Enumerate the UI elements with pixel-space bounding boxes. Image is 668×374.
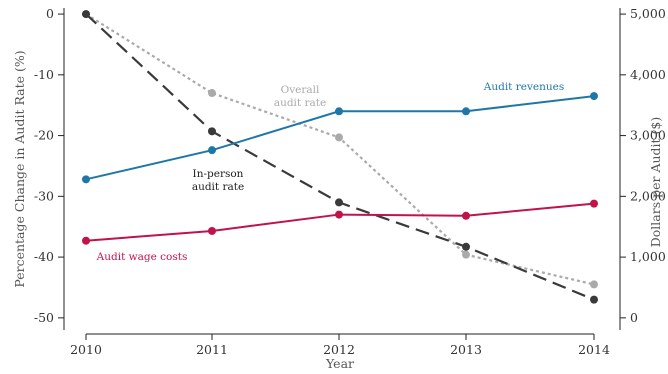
x-tick-label: 2012	[323, 342, 355, 357]
data-point-in-person-audit-rate	[335, 198, 343, 207]
series-line-overall-audit-rate	[85, 13, 595, 286]
data-point-in-person-audit-rate	[590, 295, 598, 304]
left-y-tick-label: 0	[46, 6, 54, 21]
data-point-in-person-audit-rate	[462, 242, 470, 251]
data-point-overall-audit-rate	[462, 250, 470, 259]
x-tick-label: 2010	[70, 342, 102, 357]
data-point-audit-revenues	[208, 146, 216, 155]
right-y-tick-label: 2,000	[630, 188, 666, 203]
data-point-overall-audit-rate	[590, 280, 598, 289]
data-point-audit-wage-costs	[462, 211, 470, 220]
data-point-audit-revenues	[82, 175, 90, 184]
annotation-overall-audit-rate: Overall audit rate	[274, 84, 326, 109]
axes: 0 -10 -20 -30 -40 -50 0 1,000 2,000 3,000 4,000 5,0…	[12, 6, 666, 371]
left-y-tick-label: -10	[34, 67, 54, 82]
left-y-tick-label: -50	[34, 310, 54, 325]
x-axis-title: Year	[325, 356, 354, 371]
annotation-audit-revenues: Audit revenues	[483, 81, 565, 93]
right-y-tick-label: 4,000	[630, 67, 666, 82]
annotation-in-person-audit-rate: In-person audit rate	[192, 168, 244, 193]
data-point-audit-revenues	[590, 92, 598, 101]
right-y-axis-title: Dollars per Audit ($)	[648, 117, 663, 248]
data-point-overall-audit-rate	[208, 89, 216, 98]
data-point-audit-revenues	[335, 107, 343, 116]
left-y-tick-label: -30	[34, 188, 54, 203]
series-line-audit-wage-costs	[85, 202, 595, 242]
data-point-in-person-audit-rate	[208, 127, 216, 136]
series-lines	[82, 10, 598, 304]
left-y-tick-label: -20	[34, 128, 54, 143]
right-y-tick-label: 3,000	[630, 128, 666, 143]
data-point-audit-wage-costs	[590, 199, 598, 208]
left-y-axis-title: Percentage Change in Audit Rate (%)	[12, 50, 27, 287]
right-y-tick-label: 5,000	[630, 6, 666, 21]
left-y-tick-label: -40	[34, 249, 54, 264]
data-point-audit-wage-costs	[335, 210, 343, 219]
data-point-overall-audit-rate	[335, 133, 343, 142]
annotation-audit-wage-costs: Audit wage costs	[96, 251, 188, 263]
x-tick-label: 2014	[578, 342, 610, 357]
data-point-audit-wage-costs	[208, 226, 216, 235]
right-y-tick-label: 0	[630, 310, 638, 325]
data-point-audit-wage-costs	[82, 236, 90, 245]
data-point-audit-revenues	[462, 107, 470, 116]
right-y-tick-label: 1,000	[630, 249, 666, 264]
annotations: Overall audit rate In-person audit rate Audi…	[96, 81, 565, 263]
data-point-in-person-audit-rate	[82, 10, 90, 19]
x-tick-label: 2011	[196, 342, 228, 357]
x-tick-label: 2013	[450, 342, 482, 357]
